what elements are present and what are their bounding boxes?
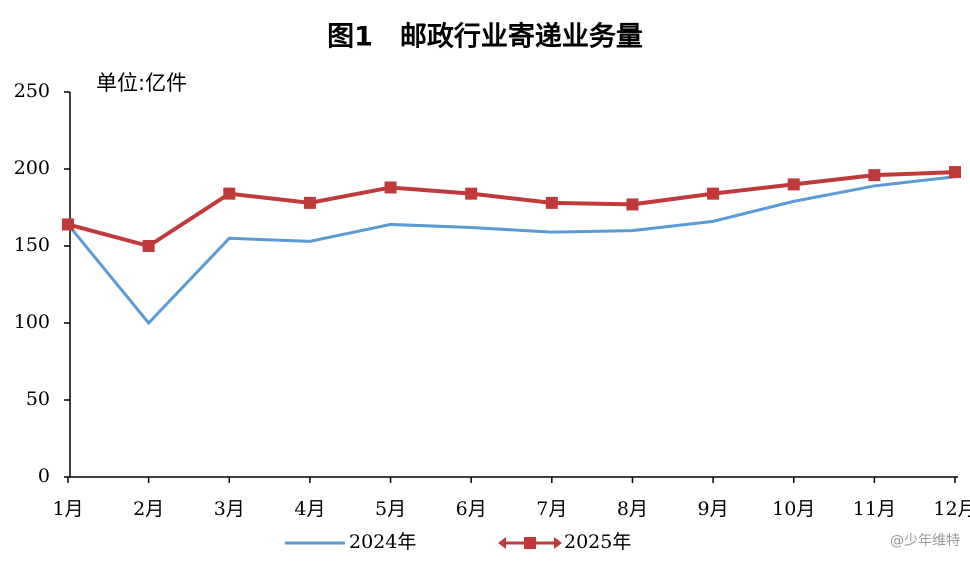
x-tick-label: 8月 <box>617 498 648 520</box>
x-tick-label: 7月 <box>536 498 567 520</box>
y-tick-label: 250 <box>14 80 50 102</box>
legend-marker <box>498 537 562 549</box>
y-axis-label: 单位:亿件 <box>96 71 187 95</box>
x-tick-label: 2月 <box>133 498 164 520</box>
marker <box>465 187 478 200</box>
marker <box>707 187 720 200</box>
legend-label: 2025年 <box>564 531 631 553</box>
line-series <box>67 170 956 249</box>
marker <box>626 198 639 211</box>
chart-title: 图1 邮政行业寄递业务量 <box>327 21 643 53</box>
y-tick-label: 200 <box>14 157 50 179</box>
y-tick-label: 150 <box>14 234 50 256</box>
x-tick-label: 9月 <box>698 498 729 520</box>
x-tick-label: 4月 <box>294 498 325 520</box>
marker <box>868 169 881 182</box>
watermark: @少年维特 <box>890 533 960 549</box>
x-tick-label: 10月 <box>772 498 815 520</box>
marker <box>787 178 800 191</box>
legend-label: 2024年 <box>349 531 416 553</box>
y-tick-label: 50 <box>26 388 50 410</box>
marker <box>142 240 155 252</box>
y-tick-label: 0 <box>38 465 50 487</box>
x-tick-label: 1月 <box>52 498 83 520</box>
x-tick-label: 5月 <box>375 498 406 520</box>
marker <box>62 218 74 231</box>
x-tick-label: 11月 <box>853 498 896 520</box>
marker <box>223 187 236 200</box>
marker <box>545 196 558 209</box>
x-tick-label: 12月 <box>933 498 970 520</box>
y-tick-label: 100 <box>14 311 50 333</box>
line-series <box>66 175 956 326</box>
x-tick-label: 6月 <box>456 498 487 520</box>
marker <box>949 166 961 179</box>
legend-marker <box>524 537 536 549</box>
marker <box>384 181 397 194</box>
marker <box>303 196 316 209</box>
x-tick-label: 3月 <box>214 498 245 520</box>
